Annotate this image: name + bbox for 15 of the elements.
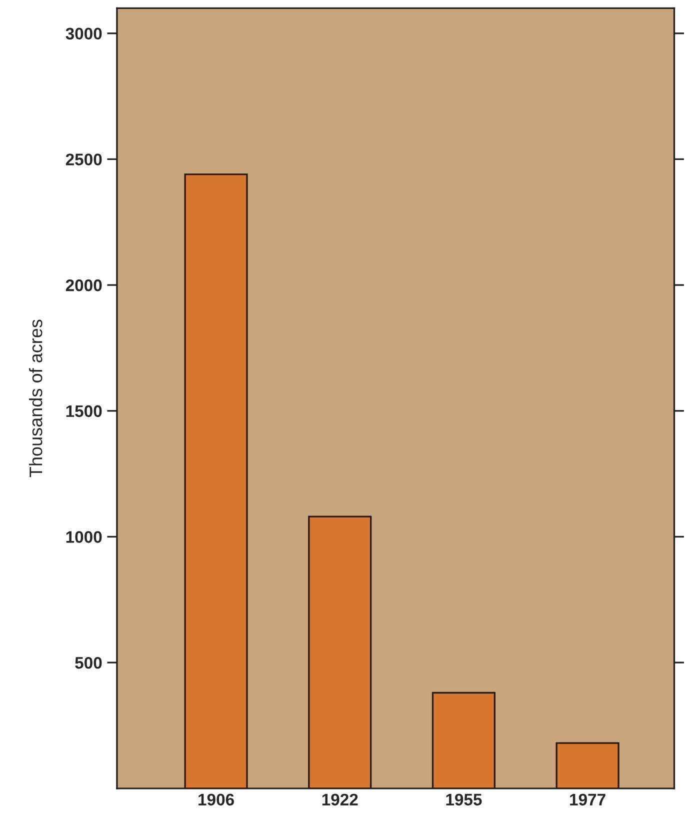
y-tick-label: 500 xyxy=(75,656,102,669)
x-tick-label: 1977 xyxy=(570,794,606,806)
bar xyxy=(556,742,620,788)
x-tick-label: 1906 xyxy=(198,794,234,806)
x-tick-label: 1955 xyxy=(446,794,482,806)
y-tick-label: 1500 xyxy=(66,405,102,418)
y-tick-label: 2000 xyxy=(66,279,102,292)
y-tick-label: 1000 xyxy=(66,531,102,543)
y-tick-label: 3000 xyxy=(66,28,102,40)
bar xyxy=(308,516,372,788)
y-tick-label: 2500 xyxy=(66,154,102,166)
x-tick-label: 1922 xyxy=(322,794,358,806)
bar xyxy=(184,173,248,788)
y-axis-title: Thousands of acres xyxy=(29,320,42,478)
bar xyxy=(432,692,496,788)
